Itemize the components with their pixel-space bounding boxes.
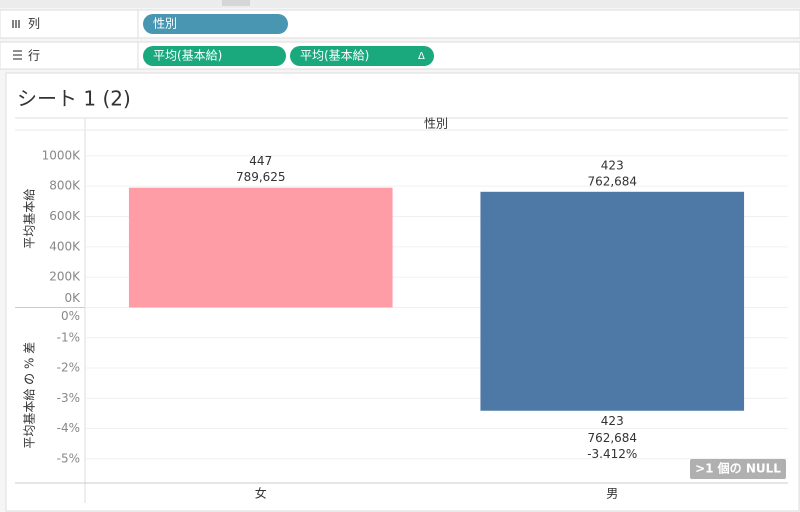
rows-pill[interactable]: [290, 46, 434, 66]
columns-shelf: [0, 9, 800, 39]
toolbar-tab[interactable]: [222, 0, 250, 6]
y-tick-label: 800K: [49, 179, 81, 193]
rows-pill-text[interactable]: 平均(基本給): [300, 49, 369, 63]
columns-label: 列: [28, 17, 40, 31]
columns-icon: [12, 20, 20, 28]
y-tick-label: -5%: [57, 451, 80, 465]
rows-pill[interactable]: [143, 46, 286, 66]
bar: [480, 191, 745, 308]
columns-pill-text[interactable]: 性別: [153, 17, 177, 31]
y-axis-title: 平均基本給: [23, 189, 37, 249]
value-label: -3.412%: [587, 447, 637, 461]
y-axis-title: 平均基本給 の % 差: [23, 342, 37, 449]
rows-icon: [13, 50, 22, 60]
value-label: 789,625: [236, 170, 286, 184]
count-label: 423: [601, 414, 624, 428]
delta-mark: Δ: [418, 51, 425, 62]
x-tick-label: 女: [255, 486, 267, 501]
x-tick-label: 男: [606, 487, 618, 501]
bar: [480, 307, 745, 411]
columns-pill[interactable]: [143, 14, 288, 34]
null-indicator-text[interactable]: >1 個の NULL: [695, 461, 781, 476]
y-tick-label: 0K: [64, 291, 81, 305]
y-tick-label: 600K: [49, 209, 81, 223]
rows-label: 行: [28, 49, 40, 63]
count-label: 447: [249, 154, 272, 168]
column-header: 性別: [424, 117, 448, 131]
y-tick-label: 0%: [61, 309, 80, 323]
y-tick-label: -4%: [57, 421, 80, 435]
rows-pill-text[interactable]: 平均(基本給): [153, 49, 222, 63]
sheet-title: シート 1 (2): [17, 87, 131, 111]
value-label: 762,684: [587, 174, 637, 188]
y-tick-label: -1%: [57, 330, 80, 344]
y-tick-label: -3%: [57, 391, 80, 405]
null-indicator[interactable]: [690, 459, 786, 479]
y-tick-label: 200K: [49, 270, 81, 284]
base-value-label: 762,684: [587, 431, 637, 445]
bar: [128, 187, 393, 308]
y-tick-label: 1000K: [42, 148, 82, 162]
toolbar-strip: [0, 0, 800, 8]
y-tick-label: 400K: [49, 239, 81, 253]
count-label: 423: [601, 158, 624, 172]
y-tick-label: -2%: [57, 361, 80, 375]
